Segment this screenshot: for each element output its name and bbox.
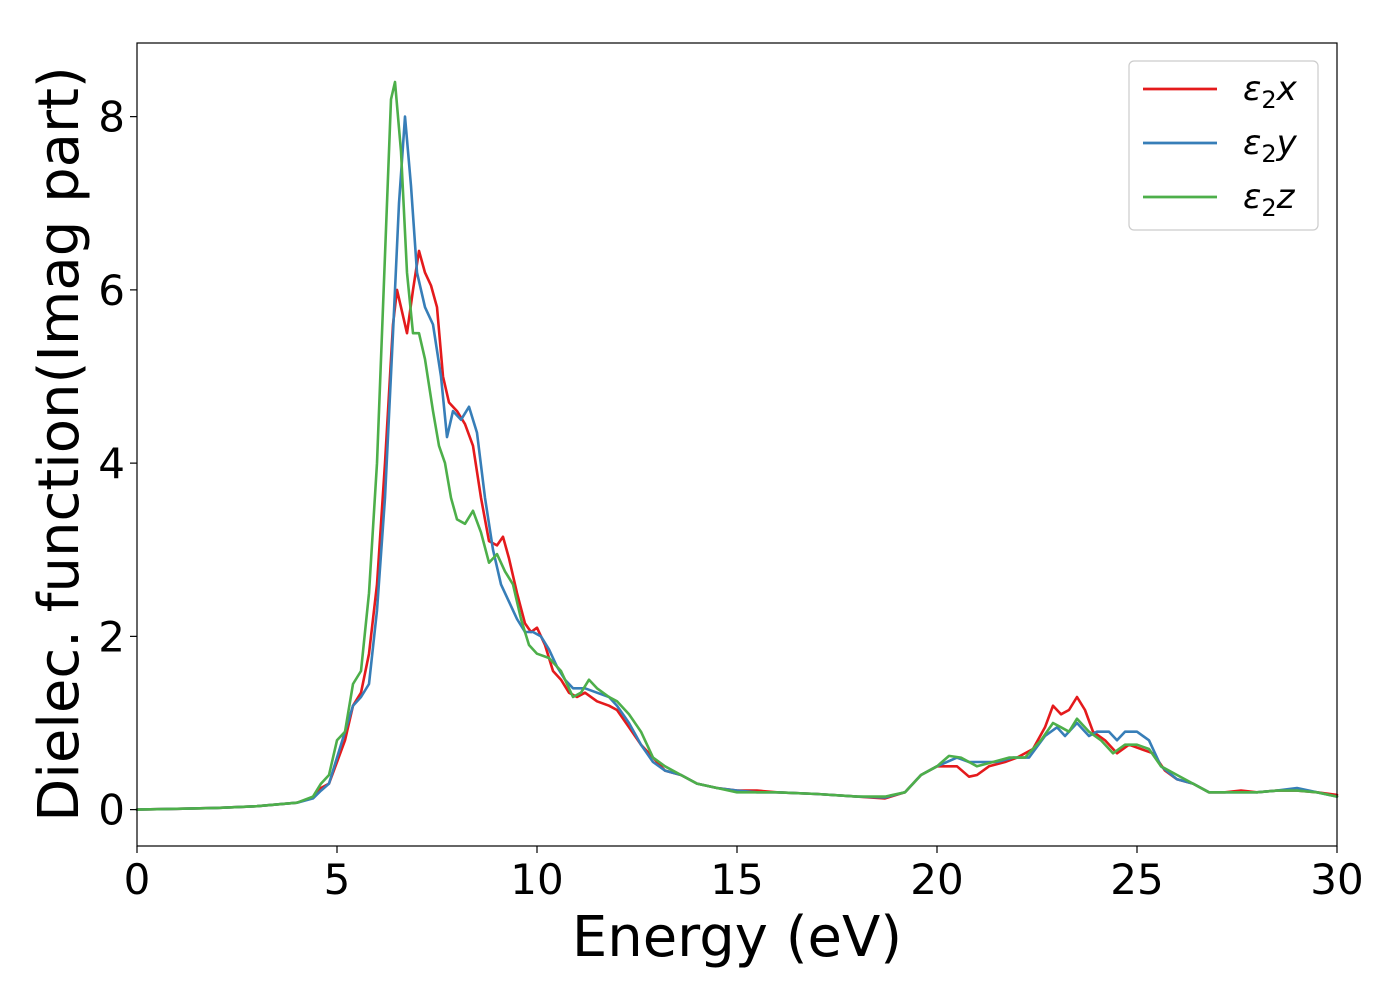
y-axis-label: Dielec. function(Imag part) (27, 66, 92, 822)
x-tick-label: 5 (324, 855, 351, 904)
x-tick-label: 25 (1110, 855, 1163, 904)
y-tick-label: 0 (98, 786, 125, 835)
x-tick-label: 30 (1310, 855, 1363, 904)
legend: ε2x ε2y ε2z (1128, 60, 1319, 231)
x-tick-label: 20 (910, 855, 963, 904)
x-axis: 0 5 10 15 20 25 30 (124, 846, 1364, 904)
series-lines-layer (135, 80, 1339, 811)
x-tick-label: 0 (124, 855, 151, 904)
series-line-y (135, 115, 1339, 811)
x-tick-label: 10 (510, 855, 563, 904)
y-tick-label: 8 (98, 93, 125, 142)
legend-items: ε2x ε2y ε2z (1143, 69, 1298, 222)
y-tick-label: 4 (98, 439, 125, 488)
series-line-x (135, 249, 1339, 811)
y-tick-label: 6 (98, 266, 125, 315)
y-axis: 0 2 4 6 8 (98, 93, 137, 835)
legend-box (1128, 60, 1319, 231)
x-axis-label: Energy (eV) (572, 905, 902, 970)
legend-label-x: ε2x (1243, 69, 1298, 114)
series-line-z (135, 80, 1339, 811)
legend-label-z: ε2z (1243, 177, 1296, 222)
y-tick-label: 2 (98, 612, 125, 661)
x-tick-label: 15 (710, 855, 763, 904)
legend-label-y: ε2y (1243, 123, 1298, 168)
